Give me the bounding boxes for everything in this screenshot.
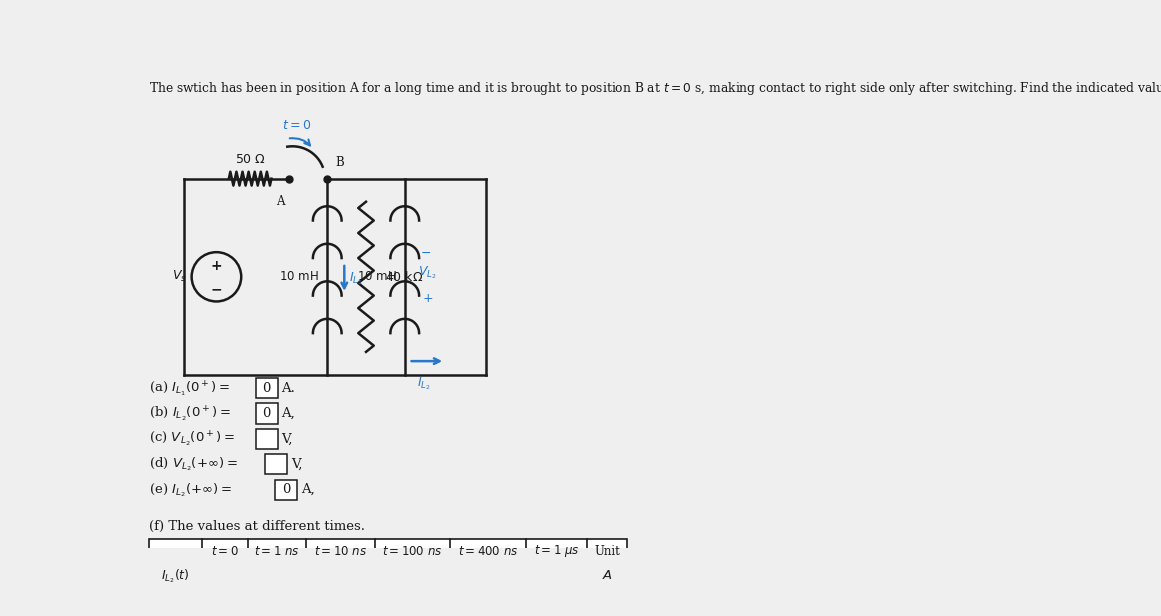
Text: B: B: [336, 156, 344, 169]
Text: 0: 0: [282, 483, 290, 496]
Text: $I_{L_2}$: $I_{L_2}$: [417, 375, 431, 392]
Text: A,: A,: [281, 407, 295, 420]
FancyBboxPatch shape: [401, 566, 424, 586]
Text: $t = 0$: $t = 0$: [282, 120, 311, 132]
Text: V,: V,: [290, 458, 302, 471]
Text: $+$: $+$: [421, 292, 433, 305]
Text: $40\ \rm{k}\Omega$: $40\ \rm{k}\Omega$: [384, 270, 423, 284]
Text: $A$: $A$: [601, 569, 613, 583]
Text: $t=400\ ns$: $t=400\ ns$: [459, 545, 519, 558]
Text: $t=100\ ns$: $t=100\ ns$: [382, 545, 442, 558]
Text: $I_{L_1}$: $I_{L_1}$: [349, 270, 363, 286]
Text: 0: 0: [262, 381, 271, 395]
Text: $t=0$: $t=0$: [211, 545, 239, 558]
FancyBboxPatch shape: [255, 378, 277, 398]
Text: Unit: Unit: [594, 545, 620, 558]
Text: $V_{L_2}$: $V_{L_2}$: [418, 265, 437, 282]
FancyBboxPatch shape: [255, 429, 277, 449]
Text: The swtich has been in position A for a long time and it is brought to position : The swtich has been in position A for a …: [149, 80, 1161, 97]
Text: $10\ \rm{mH}$: $10\ \rm{mH}$: [356, 270, 397, 283]
FancyBboxPatch shape: [214, 566, 237, 586]
FancyBboxPatch shape: [275, 480, 297, 500]
FancyBboxPatch shape: [329, 566, 352, 586]
Text: $50\ \Omega$: $50\ \Omega$: [235, 153, 266, 166]
Text: (a) $I_{L_1}(0^+)=$: (a) $I_{L_1}(0^+)=$: [149, 379, 230, 397]
Text: $t=10\ ns$: $t=10\ ns$: [313, 545, 367, 558]
FancyBboxPatch shape: [477, 566, 500, 586]
Text: $I_{L_2}(t)$: $I_{L_2}(t)$: [161, 567, 189, 585]
FancyBboxPatch shape: [265, 454, 287, 474]
FancyBboxPatch shape: [266, 566, 289, 586]
Text: $t=1\ \mu s$: $t=1\ \mu s$: [534, 543, 579, 559]
Text: −: −: [210, 282, 222, 296]
Bar: [149, 539, 627, 588]
FancyBboxPatch shape: [545, 566, 568, 586]
Text: A,: A,: [301, 483, 315, 496]
Text: $t=1\ ns$: $t=1\ ns$: [254, 545, 300, 558]
Text: $10\ \rm{mH}$: $10\ \rm{mH}$: [280, 270, 319, 283]
Text: $V_s$: $V_s$: [172, 269, 187, 285]
Text: (b) $I_{L_2}(0^+)=$: (b) $I_{L_2}(0^+)=$: [149, 404, 231, 423]
Text: +: +: [210, 259, 222, 273]
FancyBboxPatch shape: [255, 403, 277, 424]
Text: (d) $V_{L_2}(+\infty) =$: (d) $V_{L_2}(+\infty) =$: [149, 455, 238, 473]
Text: A: A: [276, 195, 284, 208]
Text: $-$: $-$: [420, 246, 432, 259]
Text: 0: 0: [262, 407, 271, 420]
Text: V,: V,: [281, 432, 293, 445]
Text: (e) $I_{L_2}(+\infty) =$: (e) $I_{L_2}(+\infty) =$: [149, 481, 232, 498]
Text: (c) $V_{L_2}(0^+)=$: (c) $V_{L_2}(0^+)=$: [149, 429, 235, 448]
Text: (f) The values at different times.: (f) The values at different times.: [149, 520, 365, 533]
Text: A.: A.: [281, 381, 295, 395]
